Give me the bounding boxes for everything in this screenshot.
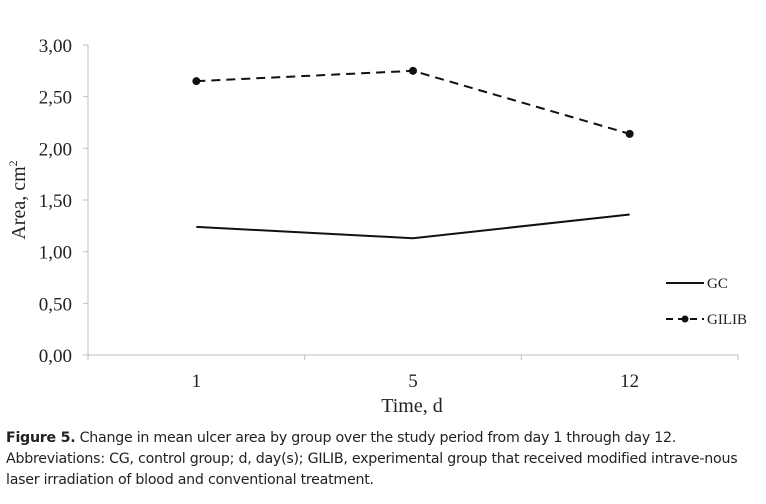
legend: GC GILIB xyxy=(666,276,747,328)
x-axis-title: Time, d xyxy=(381,395,443,417)
y-tick-label: 0,00 xyxy=(39,346,72,367)
figure-label: Figure 5. xyxy=(6,430,76,446)
data-point-gilib xyxy=(625,129,634,138)
line-chart: 0,000,501,001,502,002,503,00 1 5 12 GCGILI… xyxy=(6,36,747,417)
figure-caption: Figure 5. Change in mean ulcer area by g… xyxy=(6,428,762,491)
x-axis: 1 5 12 xyxy=(87,354,739,392)
legend-marker-gilib xyxy=(681,315,689,323)
series-line-gc xyxy=(196,213,630,240)
y-axis-title-superscript: 2 xyxy=(6,160,20,166)
y-tick-label: 2,00 xyxy=(39,139,72,160)
y-axis-title-text: Area, cm xyxy=(8,166,30,240)
legend-label-gilib: GILIB xyxy=(707,312,747,328)
series-line-gilib xyxy=(196,69,630,135)
y-tick-label: 1,00 xyxy=(39,243,72,264)
y-tick-label: 2,50 xyxy=(39,88,72,109)
legend-label-gc: GC xyxy=(707,276,728,292)
y-tick-label: 1,50 xyxy=(39,191,72,212)
y-axis-title: Area, cm2 xyxy=(6,160,30,239)
y-axis: 0,00 0,50 1,00 1,50 2,00 2,50 3,00 xyxy=(39,36,89,367)
x-tick-label: 1 xyxy=(192,371,202,392)
y-tick-label: 0,50 xyxy=(39,294,72,315)
data-point-gilib xyxy=(409,66,417,75)
x-tick-label: 12 xyxy=(620,371,639,392)
figure-caption-text: Change in mean ulcer area by group over … xyxy=(6,430,738,488)
data-point-gilib xyxy=(192,77,201,86)
x-tick-label: 5 xyxy=(408,371,418,392)
y-tick-label: 3,00 xyxy=(39,36,72,57)
series-layer xyxy=(192,66,634,240)
